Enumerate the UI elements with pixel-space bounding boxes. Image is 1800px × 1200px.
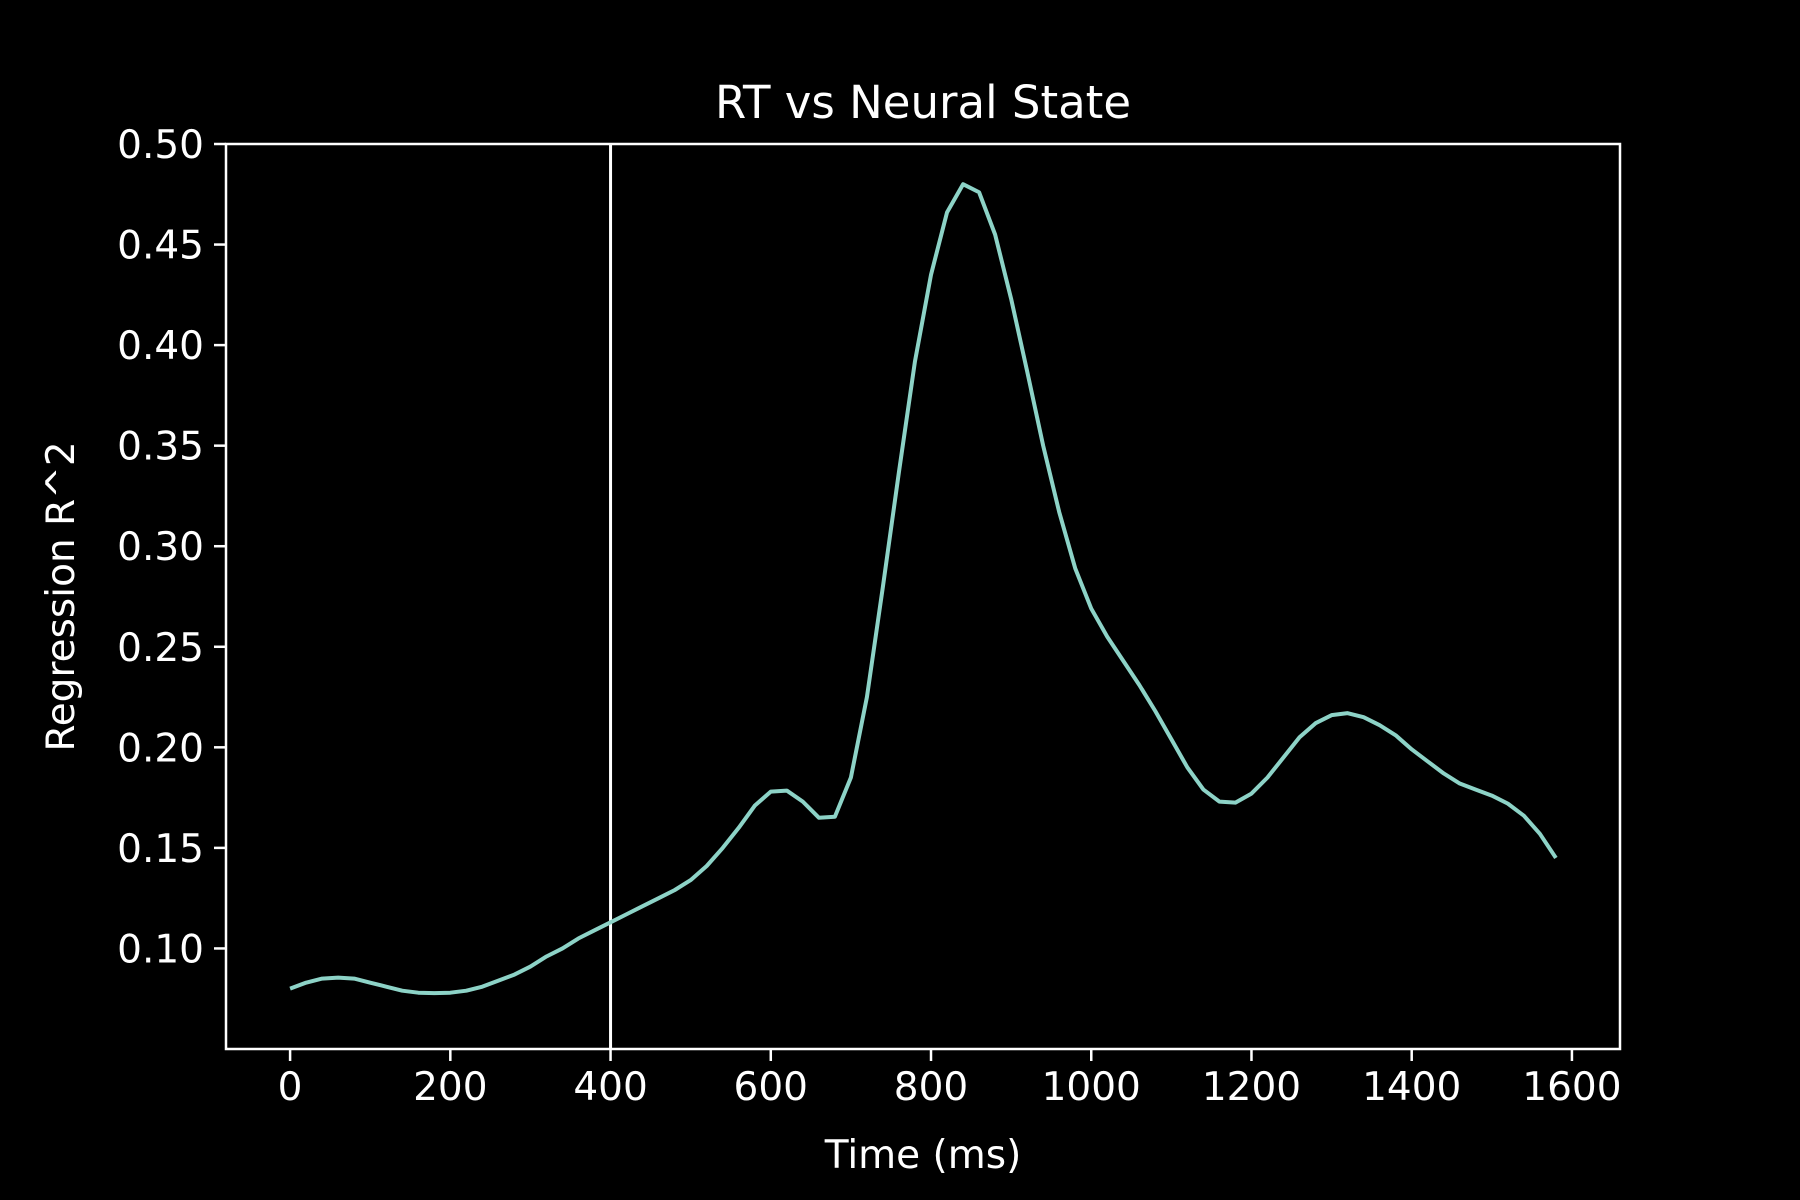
x-tick-label: 1400 xyxy=(1362,1065,1461,1110)
y-tick-label: 0.45 xyxy=(117,224,204,269)
y-axis-label: Regression R^2 xyxy=(39,441,84,751)
y-tick-label: 0.50 xyxy=(117,123,204,168)
y-tick-label: 0.25 xyxy=(117,626,204,671)
plot-area xyxy=(226,144,1620,1049)
y-tick-label: 0.30 xyxy=(117,525,204,570)
x-tick-label: 1000 xyxy=(1042,1065,1141,1110)
y-tick-label: 0.40 xyxy=(117,324,204,369)
plot-frame xyxy=(224,142,1622,1051)
y-tick-label: 0.10 xyxy=(117,927,204,972)
x-tick-label: 1200 xyxy=(1202,1065,1301,1110)
x-tick-label: 1600 xyxy=(1522,1065,1621,1110)
x-axis-ticks: 0 200 400 600 800 1000 1200 1400 1600 xyxy=(278,1049,1622,1110)
y-tick-label: 0.35 xyxy=(117,425,204,470)
x-tick-label: 800 xyxy=(894,1065,968,1110)
x-tick-label: 600 xyxy=(734,1065,808,1110)
x-axis-label: Time (ms) xyxy=(824,1133,1022,1178)
series-line xyxy=(289,182,1558,996)
chart-title: RT vs Neural State xyxy=(715,76,1131,129)
x-tick-label: 400 xyxy=(573,1065,647,1110)
y-tick-label: 0.15 xyxy=(117,827,204,872)
x-tick-label: 200 xyxy=(413,1065,487,1110)
y-tick-label: 0.20 xyxy=(117,726,204,771)
x-tick-label: 0 xyxy=(278,1065,303,1110)
y-axis-ticks: 0.10 0.15 0.20 0.25 0.30 0.35 0.40 0.45 0.50 xyxy=(117,123,226,972)
